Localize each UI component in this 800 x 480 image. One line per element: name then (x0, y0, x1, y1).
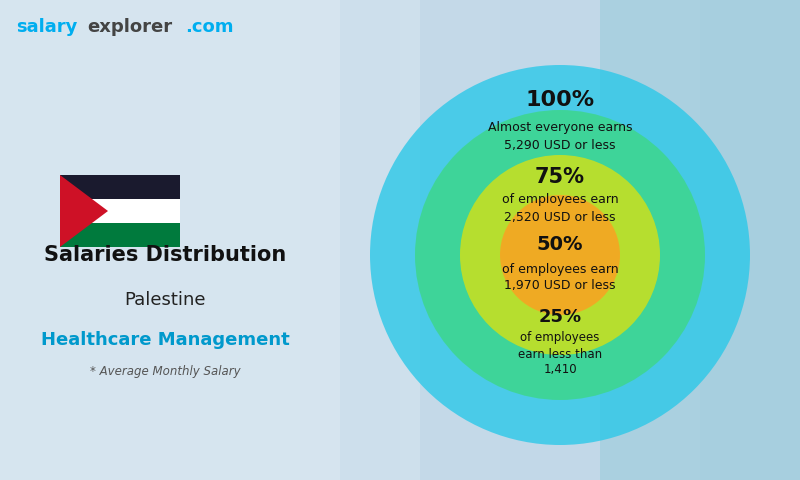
Text: 5,290 USD or less: 5,290 USD or less (504, 139, 616, 152)
Polygon shape (60, 175, 108, 247)
Text: of employees: of employees (520, 332, 600, 345)
Text: 50%: 50% (537, 236, 583, 254)
Bar (60, 175, 180, 199)
Bar (600, 0, 800, 480)
Bar (60, 223, 180, 247)
Text: Palestine: Palestine (124, 291, 206, 309)
Text: 100%: 100% (526, 90, 594, 110)
Text: explorer: explorer (87, 18, 172, 36)
Text: earn less than: earn less than (518, 348, 602, 360)
Bar (300, 0, 400, 480)
Circle shape (460, 155, 660, 355)
Text: * Average Monthly Salary: * Average Monthly Salary (90, 365, 240, 379)
Text: 75%: 75% (535, 167, 585, 187)
Text: of employees earn: of employees earn (502, 193, 618, 206)
Text: Healthcare Management: Healthcare Management (41, 331, 290, 349)
Circle shape (415, 110, 705, 400)
Text: 2,520 USD or less: 2,520 USD or less (504, 211, 616, 224)
Bar (60, 199, 180, 223)
Text: Almost everyone earns: Almost everyone earns (488, 120, 632, 133)
Bar (500, 0, 600, 480)
Text: 1,410: 1,410 (543, 363, 577, 376)
Bar (700, 0, 800, 480)
Bar (200, 0, 300, 480)
Text: 1,970 USD or less: 1,970 USD or less (504, 279, 616, 292)
Text: .com: .com (185, 18, 234, 36)
Circle shape (500, 195, 620, 315)
Bar (0, 0, 340, 480)
Text: salary: salary (16, 18, 78, 36)
Text: 25%: 25% (538, 308, 582, 326)
Bar (600, 0, 700, 480)
Circle shape (370, 65, 750, 445)
Bar (0, 0, 420, 480)
Bar (100, 0, 200, 480)
Bar (0, 0, 100, 480)
Bar (400, 0, 500, 480)
Text: of employees earn: of employees earn (502, 263, 618, 276)
Text: Salaries Distribution: Salaries Distribution (44, 245, 286, 265)
